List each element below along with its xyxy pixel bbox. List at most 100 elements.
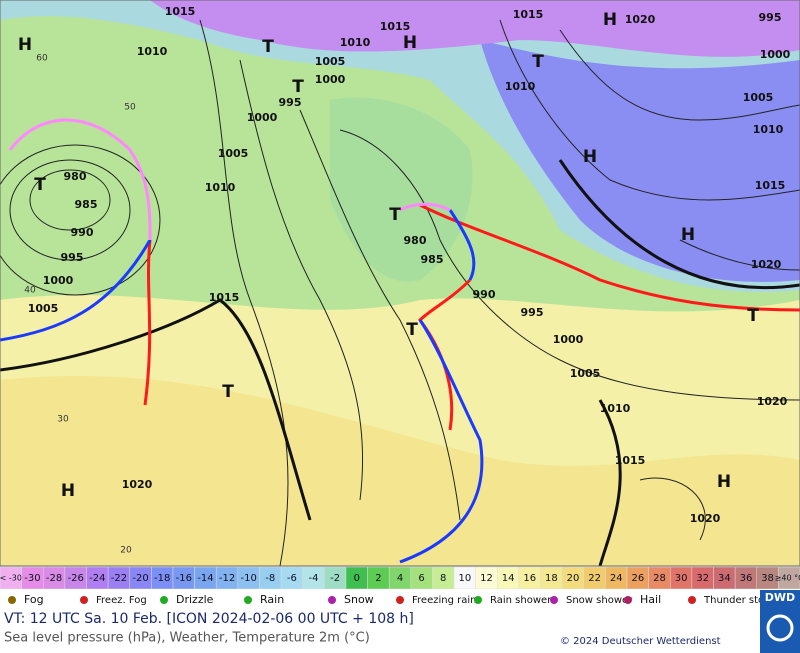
weather-label: Drizzle <box>176 593 214 606</box>
cold-front <box>399 319 484 564</box>
weather-label: Fog <box>24 593 44 606</box>
isobar-label: 1010 <box>205 181 236 194</box>
scale-label: 12 <box>480 573 493 584</box>
occluded-front <box>399 202 451 212</box>
scale-label: -18 <box>154 573 170 584</box>
weather-symbol <box>396 596 404 604</box>
isobar-label: 1000 <box>553 333 584 346</box>
isobar-label: 1005 <box>28 302 59 315</box>
scale-label: 36 <box>740 573 753 584</box>
isobar-label: 1005 <box>315 55 346 68</box>
pressure-center: H <box>681 225 695 245</box>
isobar-label: 1015 <box>165 5 196 18</box>
occluded-front <box>8 118 152 241</box>
weather-symbol <box>688 596 696 604</box>
weather-label: Rain <box>260 593 284 606</box>
isobar-label: 980 <box>404 234 427 247</box>
isobar-label: 1010 <box>340 36 371 49</box>
graticule-label: 20 <box>120 546 132 556</box>
weather-symbol <box>474 596 482 604</box>
isobar-label: 1020 <box>625 13 656 26</box>
cold-front <box>0 239 152 342</box>
dwd-logo-text: DWD <box>765 591 795 604</box>
isobar-label: 1010 <box>600 402 631 415</box>
scale-label: 30 <box>675 573 688 584</box>
pressure-center: T <box>292 77 304 97</box>
field-green <box>330 97 473 282</box>
isobar-label: 1015 <box>380 20 411 33</box>
weather-symbol <box>8 596 16 604</box>
scale-label: ≥40 °C <box>775 574 800 583</box>
weather-legend: Fog Freez. Fog Drizzle Rain Snow Freezing rai… <box>8 593 778 606</box>
scale-label: 18 <box>545 573 558 584</box>
scale-label: -22 <box>111 573 127 584</box>
scale-label: 20 <box>567 573 580 584</box>
scale-label: -24 <box>89 573 105 584</box>
scale-label: -2 <box>330 573 340 584</box>
isobar-label: 1010 <box>137 45 168 58</box>
isobar-label: 1015 <box>615 454 646 467</box>
weather-symbol <box>328 596 336 604</box>
scale-label: 22 <box>588 573 601 584</box>
warm-front <box>143 239 152 406</box>
scale-label: -10 <box>240 573 256 584</box>
scale-label: 32 <box>696 573 709 584</box>
scale-label: 24 <box>610 573 623 584</box>
weather-symbol <box>160 596 168 604</box>
scale-label: 16 <box>523 573 536 584</box>
isobar-label: 1020 <box>122 478 153 491</box>
isobar-label: 1000 <box>315 73 346 86</box>
isobar-label: 995 <box>279 96 302 109</box>
scale-label: 6 <box>418 573 424 584</box>
description: Sea level pressure (hPa), Weather, Tempe… <box>4 631 370 646</box>
weather-label: Snow shower <box>566 595 633 606</box>
map-frame <box>0 0 800 567</box>
scale-label: 2 <box>375 573 381 584</box>
temperature-scale: < -30 -30 -28 -26 -24 -22 -20 -18 -16 -14 -12 -10 -8… <box>0 566 800 590</box>
scale-label: -28 <box>46 573 62 584</box>
pressure-center: T <box>747 306 759 326</box>
isobar-label: 985 <box>421 253 444 266</box>
isobar-label: 1020 <box>757 395 788 408</box>
isobar-label: 1010 <box>505 80 536 93</box>
scale-label: 0 <box>354 573 360 584</box>
isobar-label: 995 <box>521 306 544 319</box>
scale-label: 28 <box>653 573 666 584</box>
isobar-label: 995 <box>61 251 84 264</box>
weather-symbol <box>624 596 632 604</box>
isobar-label: 1000 <box>760 48 791 61</box>
isobar-label: 985 <box>75 198 98 211</box>
pressure-center: H <box>403 33 417 53</box>
isobar-label: 1010 <box>753 123 784 136</box>
graticule-label: 40 <box>24 286 36 296</box>
isobar-label: 990 <box>71 226 94 239</box>
isobar-label: 1000 <box>43 274 74 287</box>
pressure-center: T <box>34 175 46 195</box>
dwd-logo-mark <box>766 614 794 642</box>
graticule-label: 50 <box>124 103 136 113</box>
weather-label: Snow <box>344 593 374 606</box>
scale-label: 10 <box>458 573 471 584</box>
field-arctic <box>150 0 800 57</box>
pressure-center: H <box>18 35 32 55</box>
scale-label: -14 <box>197 573 213 584</box>
weather-symbol <box>244 596 252 604</box>
pressure-center: T <box>532 52 544 72</box>
isobar-label: 1020 <box>690 512 721 525</box>
footer-bg <box>0 612 800 653</box>
scale-label: 14 <box>502 573 515 584</box>
weather-label: Rain shower <box>490 595 552 606</box>
dwd-logo <box>760 590 800 653</box>
field-very-cold <box>480 40 800 282</box>
pressure-center: T <box>389 205 401 225</box>
isobar-label: 1015 <box>755 179 786 192</box>
ridge-lines <box>0 159 800 567</box>
scale-label: 38 <box>761 573 774 584</box>
weather-label: Thunder storm <box>703 595 778 606</box>
isobar-label: 1015 <box>209 291 240 304</box>
valid-time: VT: 12 UTC Sa. 10 Feb. [ICON 2024-02-06 … <box>4 611 414 627</box>
scale-label: 8 <box>440 573 446 584</box>
weather-symbol <box>550 596 558 604</box>
